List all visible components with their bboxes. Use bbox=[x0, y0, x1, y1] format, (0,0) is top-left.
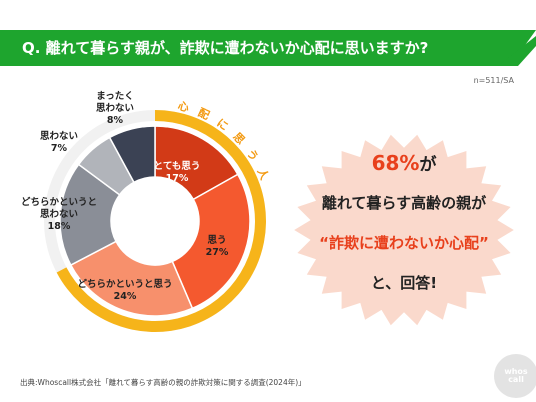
logo-text-top: whos bbox=[504, 367, 528, 376]
donut-slice bbox=[108, 125, 156, 184]
callout-particle: が bbox=[419, 155, 437, 175]
slice-label: どちらかというと bbox=[21, 196, 97, 208]
group-label-char: 配 bbox=[196, 105, 212, 122]
donut-slice bbox=[69, 240, 194, 317]
question-banner: Q. 離れて暮らす親が、詐欺に遭わないか心配に思いますか? bbox=[0, 0, 536, 72]
slice-label: まったく bbox=[96, 90, 134, 102]
callout-line-3: “詐欺に遭わないか心配” bbox=[319, 234, 489, 252]
slice-label: 思わない bbox=[40, 209, 78, 220]
donut-slice bbox=[171, 173, 251, 310]
question-title: Q. 離れて暮らす親が、詐欺に遭わないか心配に思いますか? bbox=[22, 39, 429, 57]
slice-label: 思う bbox=[207, 235, 226, 246]
slice-label: 思わない bbox=[40, 131, 78, 142]
slice-label: とても思う bbox=[154, 161, 201, 172]
source-citation: 出典:Whoscall株式会社「離れて暮らす高齢の親の詐欺対策に関する調査(20… bbox=[20, 378, 306, 387]
slice-label: 8% bbox=[107, 115, 124, 126]
callout-percent: 68% bbox=[371, 151, 420, 175]
result-callout: 68%が 離れて暮らす高齢の親が “詐欺に遭わないか心配” と、回答! bbox=[286, 130, 522, 330]
slice-label: 27% bbox=[206, 247, 229, 258]
slice-label: 思わない bbox=[96, 103, 134, 114]
slice-label: 7% bbox=[51, 143, 68, 154]
slice-label: 18% bbox=[48, 221, 71, 232]
logo-text-bottom: call bbox=[508, 375, 524, 384]
slice-label: どちらかというと思う bbox=[77, 278, 172, 290]
callout-headline: 68%が bbox=[286, 150, 522, 175]
slice-label: 24% bbox=[114, 291, 137, 302]
donut-chart: とても思う17%思う27%どちらかというと思う24%どちらかというと思わない18… bbox=[21, 90, 272, 332]
whoscall-logo-icon: whos call bbox=[494, 354, 536, 398]
sample-size: n=511/SA bbox=[473, 76, 514, 85]
banner-background bbox=[0, 30, 536, 66]
callout-line-2: 離れて暮らす高齢の親が bbox=[321, 194, 487, 212]
callout-starburst bbox=[294, 134, 514, 326]
donut-slice bbox=[59, 163, 121, 267]
callout-line-4: と、回答! bbox=[370, 274, 438, 292]
slice-label: 17% bbox=[166, 173, 189, 184]
group-label-char: 心 bbox=[177, 99, 191, 114]
